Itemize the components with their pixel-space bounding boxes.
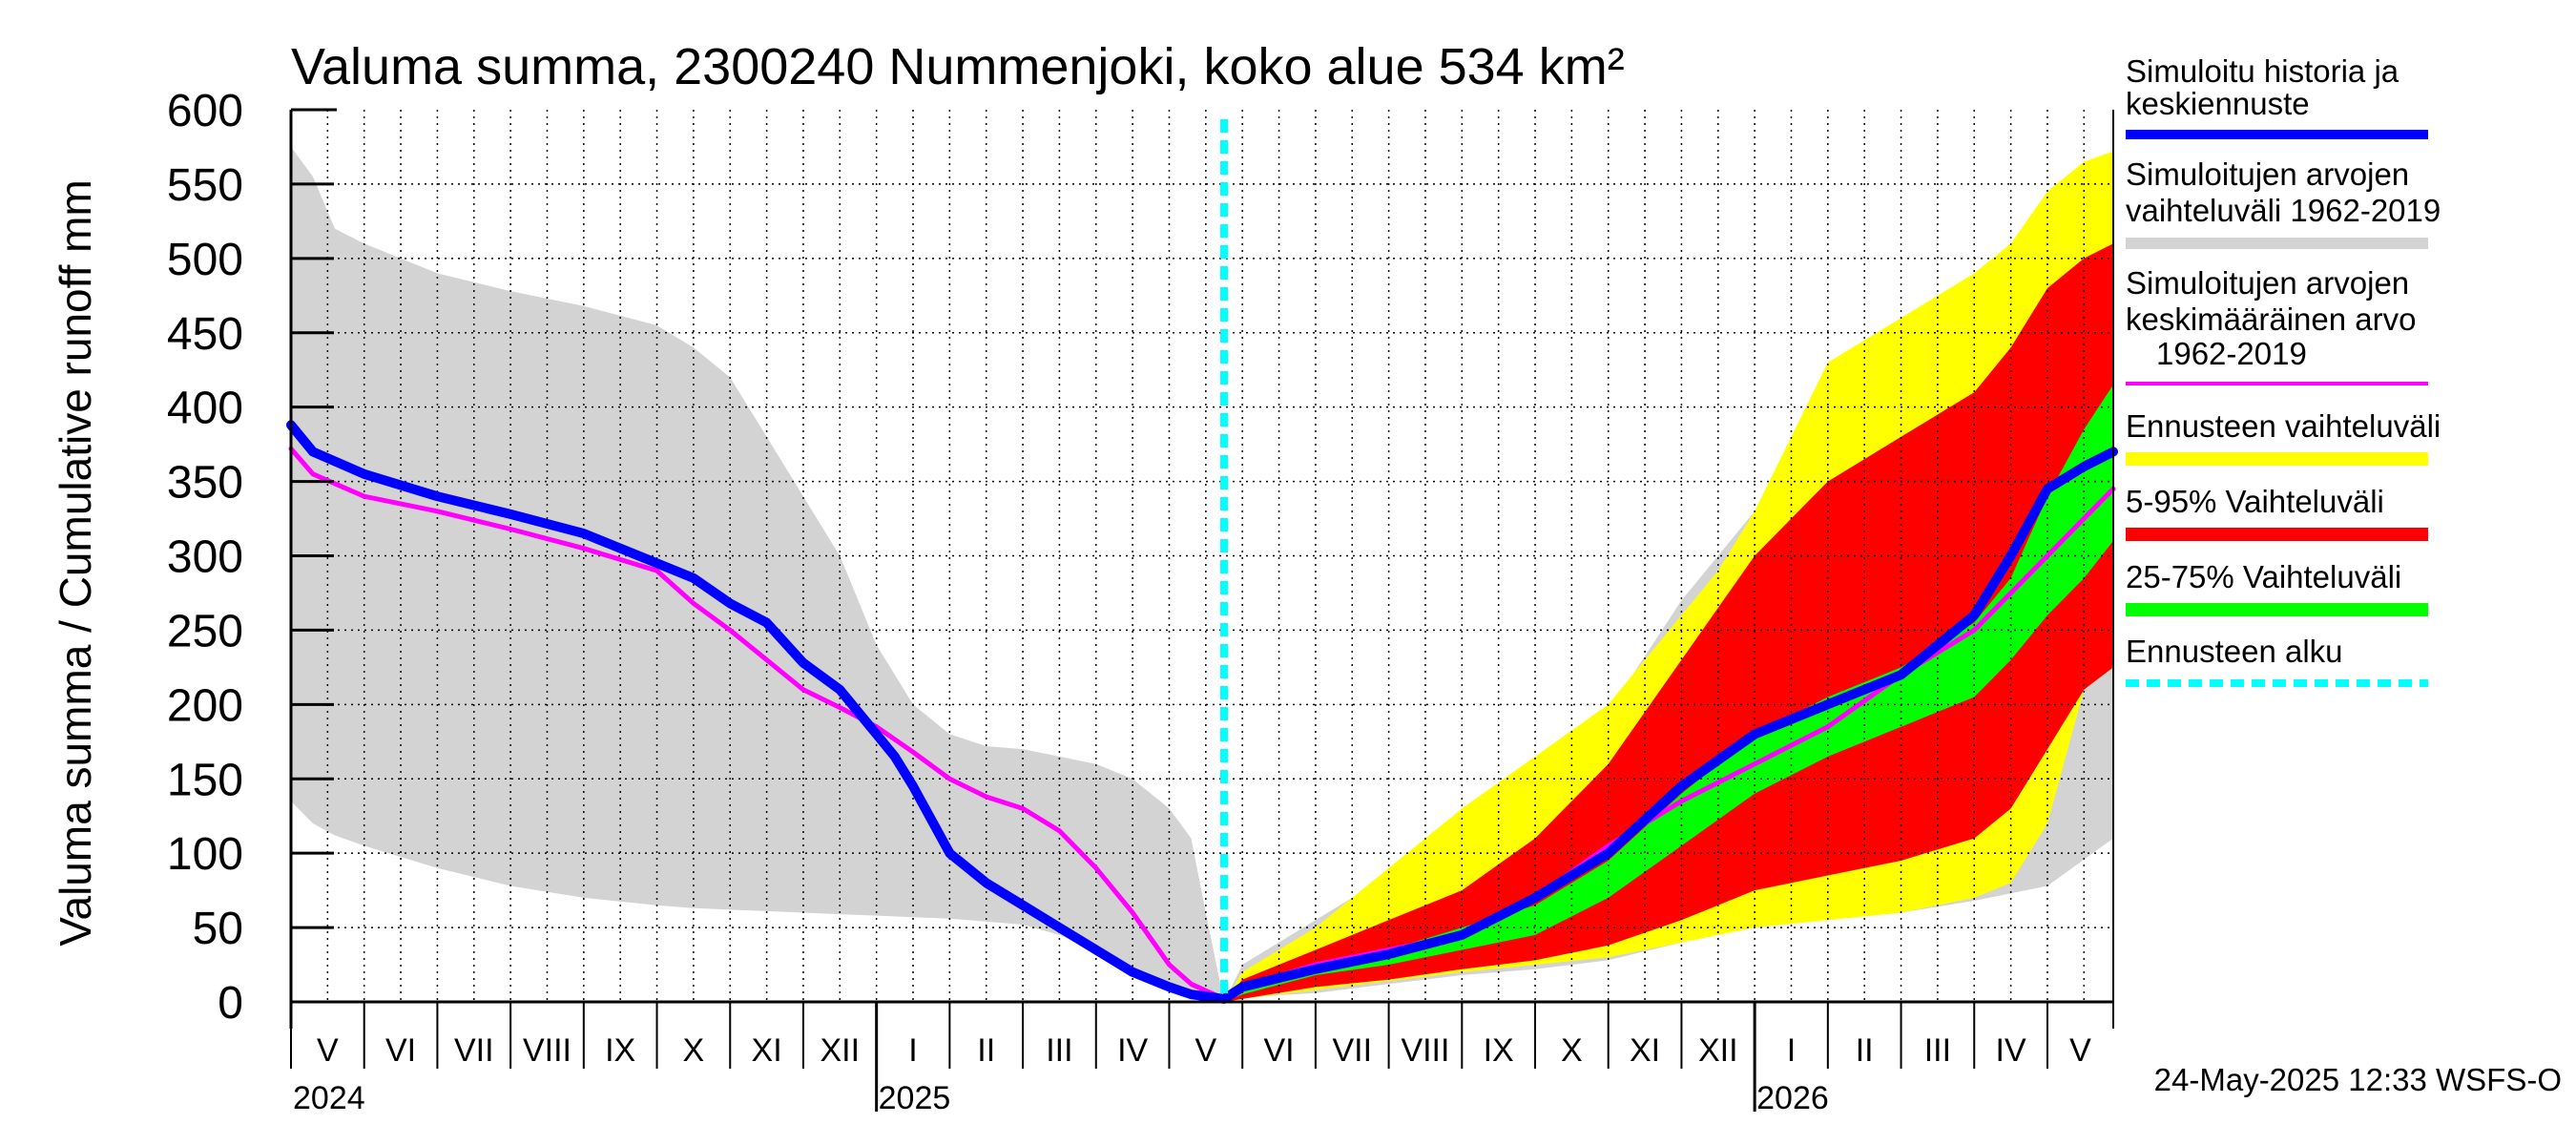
- legend-sim-range-line1: Simuloitujen arvojen: [2126, 156, 2409, 192]
- y-tick-label-7: 350: [167, 458, 243, 509]
- legend-p25-75-label: 25-75% Vaihteluväli: [2126, 559, 2401, 594]
- legend-sim-range-line2: vaihteluväli 1962-2019: [2126, 193, 2441, 228]
- y-tick-label-1: 50: [193, 904, 243, 954]
- y-tick-label-10: 500: [167, 235, 243, 285]
- y-tick-label-12: 600: [167, 86, 243, 136]
- year-label-0: 2024: [293, 1080, 365, 1116]
- month-label-11: IV: [1117, 1032, 1148, 1069]
- month-label-19: XII: [1698, 1032, 1738, 1069]
- y-axis-labels: 0 50 100 150 200 250 300 350 400 450 500 550 600: [167, 86, 243, 1029]
- legend-sim-mean-line2: keskimääräinen arvo: [2126, 302, 2416, 337]
- y-tick-label-9: 450: [167, 309, 243, 360]
- month-label-6: XI: [752, 1032, 782, 1069]
- bands-layer: [291, 147, 2113, 1003]
- y-tick-label-5: 250: [167, 606, 243, 656]
- month-label-21: II: [1856, 1032, 1874, 1069]
- month-label-18: XI: [1630, 1032, 1660, 1069]
- y-tick-label-11: 550: [167, 160, 243, 211]
- band-0: [291, 147, 1224, 1002]
- x-axis-labels: V VI VII VIII IX X XI XII I II III IV V VI VII VIII IX X X…: [293, 1032, 2091, 1116]
- series-line-1: [286, 420, 2118, 1004]
- month-label-20: I: [1787, 1032, 1796, 1069]
- legend-fc-range-label: Ennusteen vaihteluväli: [2126, 408, 2441, 444]
- month-label-4: IX: [605, 1032, 635, 1069]
- month-label-3: VIII: [523, 1032, 571, 1069]
- legend-p5-95-label: 5-95% Vaihteluväli: [2126, 484, 2384, 519]
- grid-layer: [291, 110, 2113, 1002]
- timestamp-footer: 24-May-2025 12:33 WSFS-O: [2154, 1062, 2562, 1097]
- series-line-0: [288, 446, 2116, 1002]
- y-tick-label-2: 100: [167, 829, 243, 880]
- month-label-13: VI: [1263, 1032, 1294, 1069]
- legend-sim-mean-line3: 1962-2019: [2156, 336, 2307, 371]
- y-axis-label: Valuma summa / Cumulative runoff mm: [51, 179, 100, 947]
- legend: Simuloitu historia ja keskiennuste Simul…: [2126, 53, 2441, 687]
- month-label-12: V: [1195, 1032, 1216, 1069]
- legend-sim-history-line1: Simuloitu historia ja: [2126, 53, 2399, 89]
- month-label-1: VI: [385, 1032, 416, 1069]
- month-label-22: III: [1924, 1032, 1951, 1069]
- month-label-8: I: [908, 1032, 917, 1069]
- year-label-2: 2026: [1756, 1080, 1829, 1116]
- y-tick-label-8: 400: [167, 384, 243, 434]
- month-label-9: II: [977, 1032, 995, 1069]
- y-tick-label-0: 0: [218, 978, 243, 1029]
- month-label-14: VII: [1332, 1032, 1372, 1069]
- month-label-23: IV: [1996, 1032, 2026, 1069]
- month-label-17: X: [1561, 1032, 1583, 1069]
- legend-fc-start-label: Ennusteen alku: [2126, 634, 2343, 669]
- year-label-1: 2025: [879, 1080, 951, 1116]
- band-3: [1224, 243, 2113, 1003]
- lines-layer: [286, 119, 2118, 1004]
- month-label-7: XII: [821, 1032, 861, 1069]
- month-label-2: VII: [454, 1032, 494, 1069]
- band-4: [1224, 385, 2113, 1002]
- month-label-10: III: [1046, 1032, 1072, 1069]
- y-tick-label-3: 150: [167, 755, 243, 805]
- y-tick-label-6: 300: [167, 532, 243, 583]
- month-label-24: V: [2069, 1032, 2091, 1069]
- chart-title: Valuma summa, 2300240 Nummenjoki, koko a…: [291, 38, 1625, 95]
- legend-sim-history-line2: keskiennuste: [2126, 86, 2310, 121]
- axes-layer: [289, 108, 2114, 1112]
- month-label-15: VIII: [1401, 1032, 1449, 1069]
- legend-sim-mean-line1: Simuloitujen arvojen: [2126, 265, 2409, 301]
- y-tick-label-4: 200: [167, 680, 243, 731]
- month-label-0: V: [317, 1032, 339, 1069]
- month-label-16: IX: [1484, 1032, 1514, 1069]
- month-label-5: X: [683, 1032, 705, 1069]
